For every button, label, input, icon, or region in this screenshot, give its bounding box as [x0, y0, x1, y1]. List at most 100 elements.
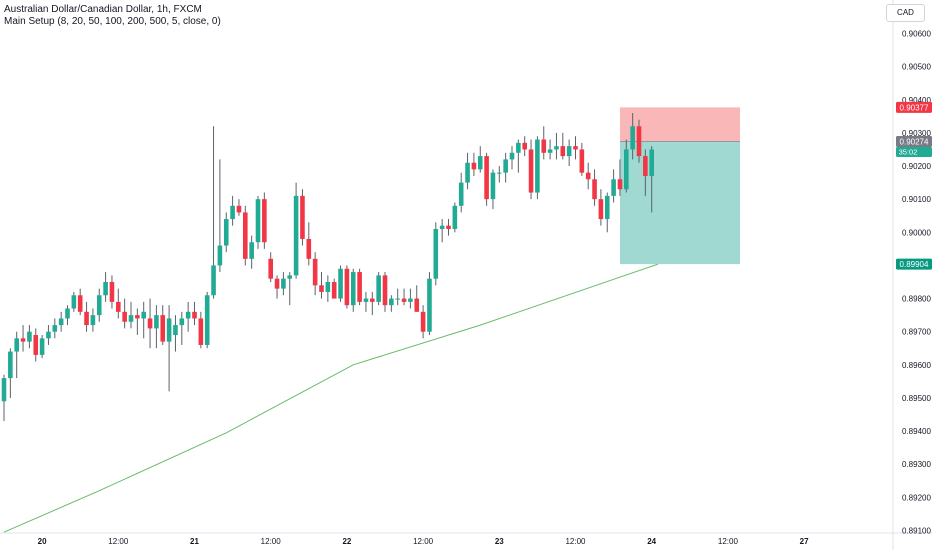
candle[interactable]: [357, 268, 362, 306]
indicator-legend[interactable]: Main Setup (8, 20, 50, 100, 200, 500, 5,…: [4, 16, 221, 27]
candle[interactable]: [427, 272, 432, 336]
candle[interactable]: [471, 152, 477, 176]
candle[interactable]: [420, 305, 426, 339]
candle[interactable]: [262, 192, 267, 249]
candle[interactable]: [160, 305, 166, 345]
candle[interactable]: [71, 291, 77, 312]
candle[interactable]: [585, 162, 591, 190]
candle[interactable]: [528, 139, 534, 200]
candle[interactable]: [312, 252, 318, 296]
candle[interactable]: [287, 272, 293, 306]
candle[interactable]: [268, 252, 273, 282]
candle[interactable]: [306, 222, 312, 266]
candle[interactable]: [236, 199, 242, 216]
candle[interactable]: [8, 348, 13, 398]
candle[interactable]: [484, 152, 489, 206]
candle[interactable]: [255, 195, 261, 249]
candle[interactable]: [128, 301, 134, 329]
candle[interactable]: [293, 182, 299, 279]
candle[interactable]: [465, 152, 470, 190]
candle[interactable]: [135, 308, 140, 336]
candle[interactable]: [433, 222, 439, 286]
candle[interactable]: [243, 205, 248, 266]
candle[interactable]: [84, 301, 89, 332]
candle[interactable]: [173, 315, 178, 352]
candle[interactable]: [363, 291, 369, 312]
candle[interactable]: [39, 335, 45, 359]
candle[interactable]: [503, 152, 508, 183]
candle[interactable]: [439, 219, 445, 243]
candle[interactable]: [1, 374, 7, 422]
candle[interactable]: [636, 119, 642, 163]
candle[interactable]: [446, 219, 451, 236]
candle[interactable]: [370, 291, 375, 316]
candle[interactable]: [14, 331, 19, 379]
candle[interactable]: [338, 265, 343, 302]
candle[interactable]: [96, 288, 102, 322]
candle[interactable]: [592, 169, 597, 206]
candle[interactable]: [185, 301, 191, 332]
candle[interactable]: [535, 136, 540, 200]
candle[interactable]: [573, 136, 578, 160]
candle[interactable]: [566, 139, 572, 167]
candle[interactable]: [154, 305, 159, 349]
candle[interactable]: [414, 285, 420, 312]
candle[interactable]: [401, 288, 407, 306]
candle[interactable]: [281, 272, 286, 296]
candle[interactable]: [560, 132, 566, 160]
candle[interactable]: [611, 169, 616, 203]
candle[interactable]: [579, 142, 585, 176]
candle[interactable]: [624, 139, 629, 193]
candle[interactable]: [300, 189, 305, 246]
candle[interactable]: [46, 325, 51, 345]
candle[interactable]: [103, 272, 108, 302]
candle[interactable]: [198, 311, 204, 349]
candle[interactable]: [90, 308, 96, 332]
candle[interactable]: [541, 126, 547, 160]
candle[interactable]: [408, 288, 413, 309]
candle[interactable]: [598, 189, 604, 226]
candle[interactable]: [217, 159, 223, 273]
candle[interactable]: [389, 295, 394, 312]
currency-selector[interactable]: CAD: [886, 4, 925, 22]
candle[interactable]: [77, 288, 83, 316]
candle[interactable]: [58, 311, 64, 332]
candle[interactable]: [395, 288, 400, 306]
candle[interactable]: [27, 325, 32, 349]
candle[interactable]: [509, 146, 515, 170]
candle[interactable]: [547, 139, 553, 160]
candle[interactable]: [319, 272, 324, 299]
candle[interactable]: [331, 278, 337, 299]
candle[interactable]: [477, 146, 483, 173]
candle[interactable]: [604, 192, 610, 233]
candle[interactable]: [33, 328, 39, 362]
candle[interactable]: [249, 235, 254, 269]
candle[interactable]: [350, 268, 356, 312]
candle[interactable]: [166, 305, 172, 392]
candle[interactable]: [643, 149, 648, 196]
candle[interactable]: [376, 272, 381, 306]
take-profit-zone[interactable]: [620, 141, 740, 265]
candle[interactable]: [522, 136, 527, 157]
candle[interactable]: [65, 305, 70, 326]
candle[interactable]: [630, 113, 635, 160]
candle[interactable]: [344, 265, 350, 309]
candle[interactable]: [204, 291, 210, 349]
candle[interactable]: [230, 195, 235, 226]
candle[interactable]: [554, 132, 559, 160]
candle[interactable]: [52, 318, 58, 339]
candle[interactable]: [452, 202, 458, 233]
candle[interactable]: [109, 275, 115, 309]
candle[interactable]: [497, 166, 502, 183]
candle[interactable]: [147, 298, 153, 349]
candle[interactable]: [325, 275, 331, 302]
candle[interactable]: [223, 212, 229, 253]
candle[interactable]: [192, 301, 197, 326]
candle[interactable]: [516, 139, 521, 173]
candle[interactable]: [458, 172, 464, 213]
candle[interactable]: [274, 275, 280, 299]
candle[interactable]: [617, 159, 623, 196]
candle[interactable]: [179, 311, 185, 345]
